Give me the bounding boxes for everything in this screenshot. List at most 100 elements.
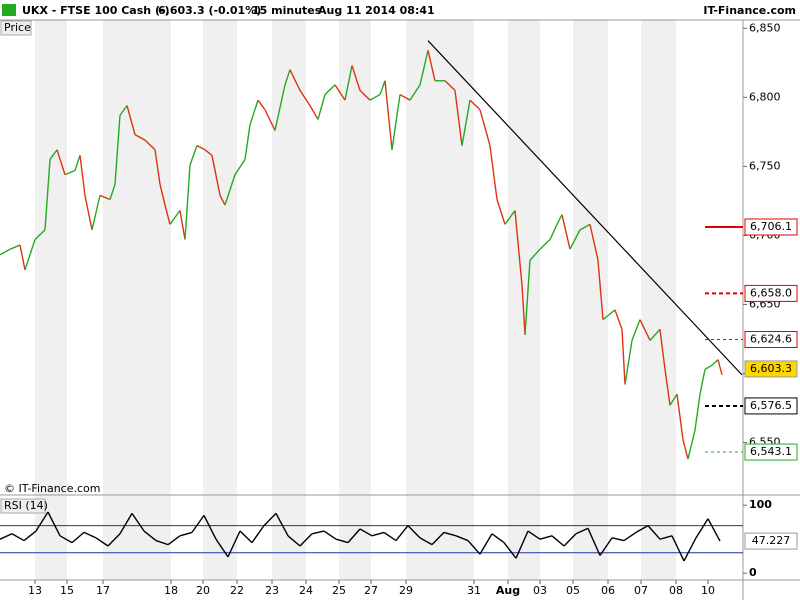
x-tick-label: 24 [299,584,313,597]
level-label: 6,624.6 [750,333,792,346]
price-segment [49,149,58,160]
price-segment [631,319,641,341]
rsi-segment [551,535,565,547]
price-segment [204,149,213,156]
level-label: 6,706.1 [750,220,792,233]
price-segment [391,94,401,150]
rsi-segment [671,535,685,562]
price-segment [109,184,116,200]
price-segment [621,329,626,385]
day-band [406,20,474,580]
price-segment [717,359,723,376]
rsi-segment [23,530,37,542]
rsi-segment [407,525,421,539]
rsi-segment [287,535,301,547]
price-segment [549,224,558,240]
rsi-segment [119,513,133,535]
rsi-segment [611,537,625,542]
rsi-segment [335,538,349,544]
rsi-segment [155,539,169,546]
day-band [508,20,540,580]
interval: 15 minutes [252,4,322,17]
rsi-segment [563,533,577,547]
price-segment [676,394,684,440]
price-segment [369,93,381,101]
price-segment [704,364,713,370]
price-segment [351,65,361,91]
price-segment [384,80,393,150]
rsi-segment [59,535,73,544]
rsi-segment [35,511,49,532]
level-box [744,284,798,302]
price-segment [524,260,531,335]
panel-tag [0,20,32,36]
price-segment [154,149,161,185]
level-box [744,331,798,349]
rsi-segment [311,530,325,535]
price-segment [579,223,591,231]
logo-icon [2,4,16,16]
rsi-segment [83,531,97,539]
price-segment [597,260,604,320]
rsi-segment [47,511,61,537]
day-band [103,20,171,580]
price-segment [179,210,186,240]
y-tick-label: 6,800 [749,90,781,103]
x-tick-label: 08 [669,584,683,597]
y-tick-label: 100 [749,498,772,511]
price-segment [144,139,156,151]
rsi-segment [683,537,697,562]
rsi-segment [131,512,145,532]
rsi-segment [455,535,469,542]
level-label: 6,658.0 [750,286,792,299]
price-segment [687,429,696,460]
price-segment [274,84,286,131]
price-segment [539,239,551,250]
rsi-segment [383,531,397,542]
y-tick-label: 6,850 [749,21,781,34]
x-tick-label: 15 [60,584,74,597]
x-tick-label: 17 [96,584,110,597]
rsi-segment [599,537,613,556]
rsi-segment [491,533,505,544]
rsi-segment [347,528,361,544]
level-label: 6,576.5 [750,399,792,412]
price-segment [317,94,326,120]
day-band [272,20,306,580]
rsi-segment [659,535,673,540]
rsi-segment [431,531,445,546]
price-segment [624,340,633,385]
x-tick-label: 10 [701,584,715,597]
price-segment [44,159,51,230]
x-tick-label: 27 [364,584,378,597]
price-segment [234,159,246,176]
rsi-segment [503,542,517,559]
price-segment [19,244,26,271]
level-box [744,443,798,461]
rsi-segment [215,538,229,558]
price-segment [211,155,221,196]
y-tick-label: 6,750 [749,159,781,172]
level-box [744,397,798,415]
panel-tag [0,498,46,514]
price-segment [496,199,506,225]
price-segment [359,89,371,101]
day-bands [35,20,676,580]
price-segment [419,50,429,86]
price-segment [614,309,623,330]
price-segment [659,329,666,370]
y-tick-label: 0 [749,566,757,579]
price-segment [299,90,311,106]
price-segment [56,149,66,175]
price-segment [479,109,491,146]
price-segment [427,50,436,81]
rsi-segment [359,528,373,537]
rsi-segment [323,530,337,540]
rsi-segment [179,531,193,537]
rsi-segment [203,515,217,540]
rsi-segment [623,531,637,542]
day-band [203,20,237,580]
price-segment [289,69,301,91]
rsi-segment [11,533,25,542]
